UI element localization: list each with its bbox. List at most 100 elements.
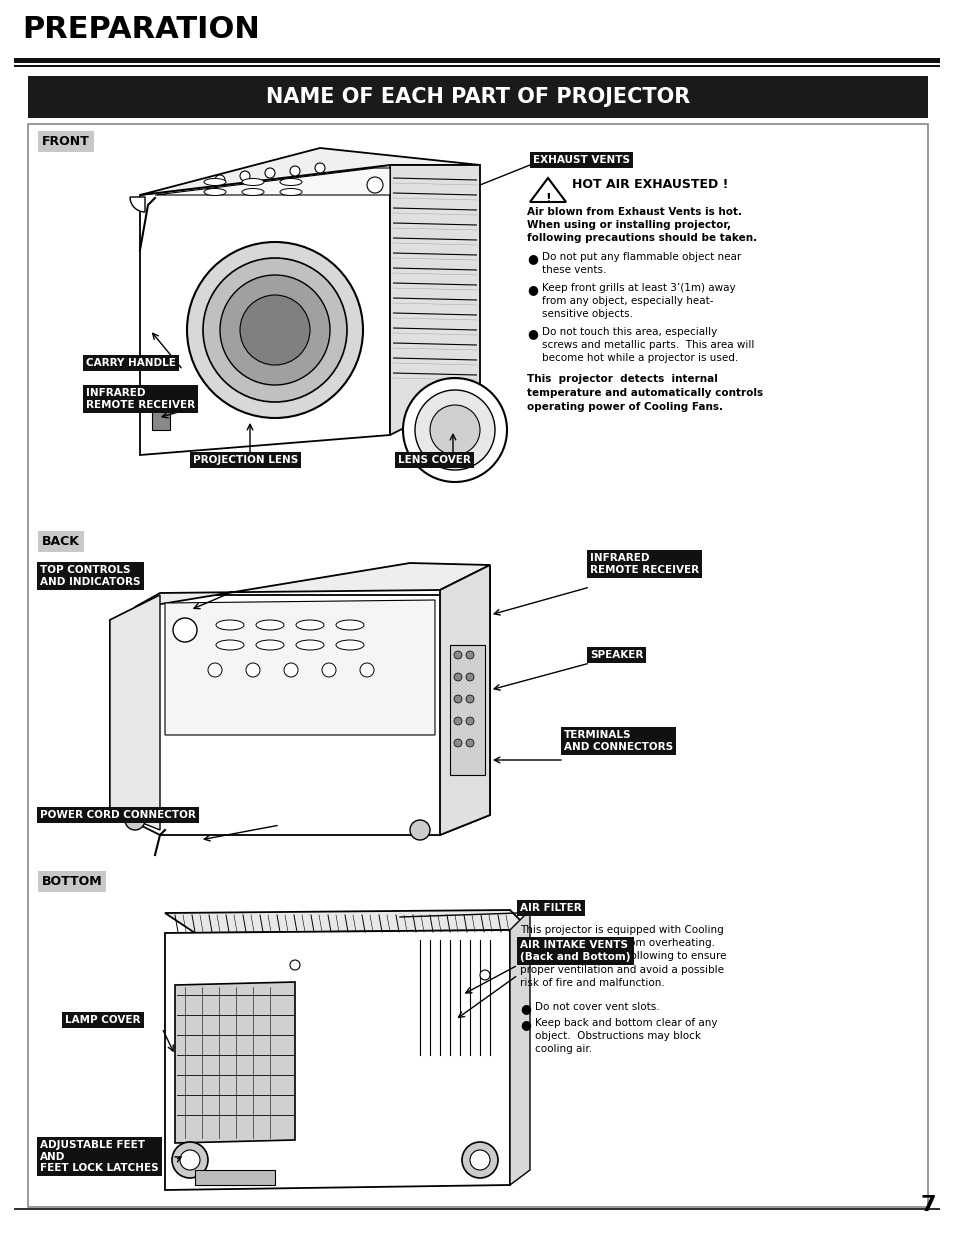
Text: AIR FILTER: AIR FILTER <box>519 903 581 913</box>
Circle shape <box>265 168 274 178</box>
Circle shape <box>180 1165 190 1174</box>
Text: ●: ● <box>526 252 537 266</box>
Text: BACK: BACK <box>42 535 80 548</box>
Circle shape <box>479 969 490 981</box>
Circle shape <box>465 739 474 747</box>
Polygon shape <box>154 168 390 195</box>
Polygon shape <box>439 564 490 835</box>
Text: Keep front grills at least 3’(1m) away
from any object, especially heat-
sensiti: Keep front grills at least 3’(1m) away f… <box>541 283 735 320</box>
Text: BOTTOM: BOTTOM <box>42 876 103 888</box>
Text: SPEAKER: SPEAKER <box>589 650 642 659</box>
Circle shape <box>290 960 299 969</box>
Wedge shape <box>130 198 145 212</box>
Text: POWER CORD CONNECTOR: POWER CORD CONNECTOR <box>40 810 195 820</box>
Circle shape <box>430 405 479 454</box>
Text: HOT AIR EXHAUSTED !: HOT AIR EXHAUSTED ! <box>572 178 727 191</box>
Text: PROJECTION LENS: PROJECTION LENS <box>193 454 298 466</box>
Circle shape <box>314 163 325 173</box>
Circle shape <box>240 170 250 182</box>
Text: following precautions should be taken.: following precautions should be taken. <box>526 233 757 243</box>
Circle shape <box>322 663 335 677</box>
Circle shape <box>454 718 461 725</box>
Text: ADJUSTABLE FEET
AND
FEET LOCK LATCHES: ADJUSTABLE FEET AND FEET LOCK LATCHES <box>40 1140 158 1173</box>
Circle shape <box>465 673 474 680</box>
Bar <box>28 124 927 1207</box>
Text: TOP CONTROLS
AND INDICATORS: TOP CONTROLS AND INDICATORS <box>40 564 140 587</box>
Polygon shape <box>390 165 479 435</box>
Bar <box>450 645 484 776</box>
Polygon shape <box>530 178 565 203</box>
Ellipse shape <box>204 189 226 195</box>
Text: When using or installing projector,: When using or installing projector, <box>526 220 730 230</box>
Text: This projector is equipped with Cooling
Fans for protection from overheating.
Pa: This projector is equipped with Cooling … <box>519 925 726 988</box>
Polygon shape <box>165 930 510 1191</box>
Text: !: ! <box>544 193 550 205</box>
Circle shape <box>465 695 474 703</box>
Bar <box>14 65 939 67</box>
Circle shape <box>359 663 374 677</box>
Circle shape <box>214 175 225 185</box>
Ellipse shape <box>280 189 302 195</box>
Text: AIR INTAKE VENTS
(Back and Bottom): AIR INTAKE VENTS (Back and Bottom) <box>519 940 630 962</box>
Polygon shape <box>140 165 390 454</box>
Text: Do not touch this area, especially
screws and metallic parts.  This area will
be: Do not touch this area, especially screw… <box>541 327 754 363</box>
Polygon shape <box>110 567 490 835</box>
Text: LENS COVER: LENS COVER <box>397 454 471 466</box>
Circle shape <box>367 177 382 193</box>
Circle shape <box>284 663 297 677</box>
Circle shape <box>246 663 260 677</box>
Text: Air blown from Exhaust Vents is hot.: Air blown from Exhaust Vents is hot. <box>526 207 741 217</box>
Circle shape <box>465 651 474 659</box>
Circle shape <box>470 1150 490 1170</box>
Ellipse shape <box>255 620 284 630</box>
Circle shape <box>465 718 474 725</box>
Circle shape <box>454 739 461 747</box>
Text: Do not cover vent slots.: Do not cover vent slots. <box>535 1002 659 1011</box>
Text: ●: ● <box>526 327 537 340</box>
Text: FRONT: FRONT <box>42 135 90 148</box>
Circle shape <box>172 618 196 642</box>
Polygon shape <box>140 148 479 195</box>
Bar <box>14 58 939 63</box>
Ellipse shape <box>204 179 226 185</box>
Circle shape <box>461 1142 497 1178</box>
Ellipse shape <box>295 640 324 650</box>
Circle shape <box>180 1150 200 1170</box>
Text: This  projector  detects  internal
temperature and automatically controls
operat: This projector detects internal temperat… <box>526 374 762 412</box>
Polygon shape <box>165 910 530 932</box>
Ellipse shape <box>255 640 284 650</box>
Circle shape <box>402 378 506 482</box>
Polygon shape <box>135 563 490 606</box>
Polygon shape <box>510 910 530 1186</box>
Ellipse shape <box>335 620 364 630</box>
Text: 7: 7 <box>920 1195 935 1215</box>
Circle shape <box>454 673 461 680</box>
Text: LAMP COVER: LAMP COVER <box>65 1015 140 1025</box>
Bar <box>28 77 927 119</box>
Circle shape <box>187 242 363 417</box>
Circle shape <box>415 390 495 471</box>
Circle shape <box>203 258 347 403</box>
Ellipse shape <box>242 179 264 185</box>
Polygon shape <box>174 982 294 1144</box>
Circle shape <box>208 663 222 677</box>
Circle shape <box>172 1142 208 1178</box>
Text: Keep back and bottom clear of any
object.  Obstructions may block
cooling air.: Keep back and bottom clear of any object… <box>535 1018 717 1055</box>
Text: EXHAUST VENTS: EXHAUST VENTS <box>533 156 629 165</box>
Text: CARRY HANDLE: CARRY HANDLE <box>86 358 175 368</box>
Bar <box>194 1170 274 1186</box>
Text: INFRARED
REMOTE RECEIVER: INFRARED REMOTE RECEIVER <box>589 553 699 574</box>
Polygon shape <box>165 600 435 735</box>
Text: INFRARED
REMOTE RECEIVER: INFRARED REMOTE RECEIVER <box>86 388 195 410</box>
Ellipse shape <box>335 640 364 650</box>
Bar <box>152 400 170 430</box>
Circle shape <box>125 810 145 830</box>
Ellipse shape <box>280 179 302 185</box>
Ellipse shape <box>215 620 244 630</box>
Circle shape <box>410 820 430 840</box>
Bar <box>14 1208 939 1210</box>
Text: ●: ● <box>519 1018 530 1031</box>
Ellipse shape <box>295 620 324 630</box>
Text: ●: ● <box>519 1002 530 1015</box>
Circle shape <box>454 651 461 659</box>
